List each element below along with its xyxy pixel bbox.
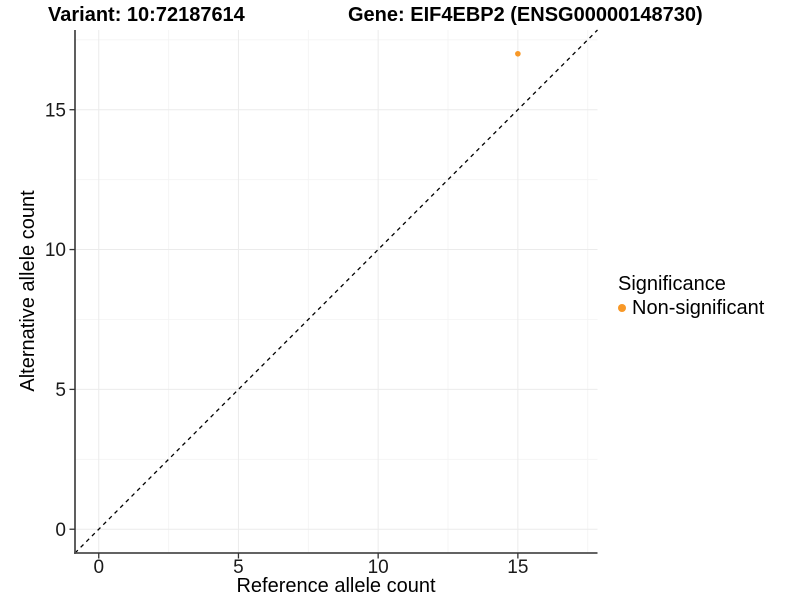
y-tick-label: 10: [45, 240, 66, 261]
legend: Significance Non-significant: [618, 273, 764, 319]
variant-title: Variant: 10:72187614: [48, 4, 245, 26]
axis-lines: [74, 30, 598, 554]
y-tick-label: 5: [55, 380, 66, 401]
grid-minor-lines: [75, 30, 598, 553]
data-points: [515, 50, 521, 57]
scatter-point: [515, 50, 521, 57]
x-tick-label: 10: [368, 557, 389, 578]
legend-key-dot-icon: [618, 304, 626, 312]
grid-major-lines: [75, 30, 598, 553]
y-tick-label: 15: [45, 100, 66, 121]
x-tick-label: 15: [507, 557, 528, 578]
gene-title: Gene: EIF4EBP2 (ENSG00000148730): [348, 4, 703, 26]
legend-item-label: Non-significant: [632, 297, 765, 319]
y-axis-label: Alternative allele count: [17, 190, 39, 392]
axis-tick-labels: 0 5 10 15 0 5 10 15: [45, 100, 529, 578]
axis-tick-marks: [69, 109, 519, 559]
identity-dashed-line: [74, 29, 598, 554]
x-tick-label: 0: [93, 557, 104, 578]
x-tick-label: 5: [233, 557, 244, 578]
legend-item: Non-significant: [618, 297, 764, 319]
x-axis-label: Reference allele count: [236, 575, 435, 597]
legend-title: Significance: [618, 273, 726, 295]
legend-items: Non-significant: [618, 297, 764, 319]
y-tick-label: 0: [55, 520, 66, 541]
